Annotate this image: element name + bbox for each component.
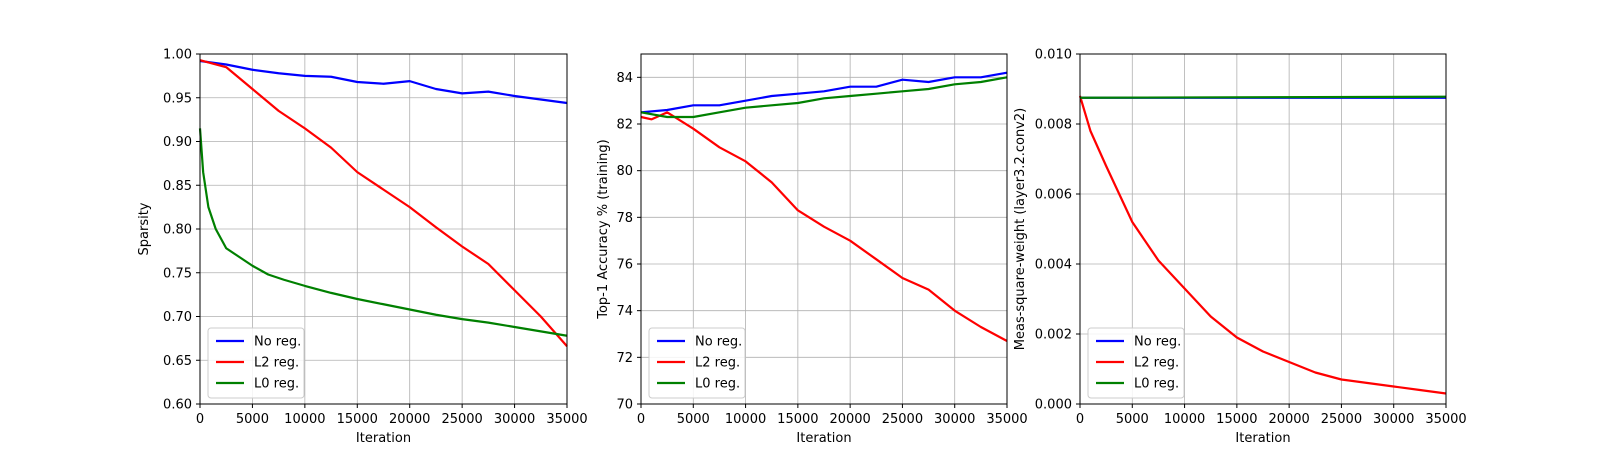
y-tick-label: 84	[616, 71, 633, 86]
chart-panel-2: 0 5000 10000 15000 20000 25000 30000 35000 70 72 7…	[596, 53, 1028, 446]
y-tick-label: 80	[616, 164, 633, 179]
y-tick-label: 0.80	[163, 223, 192, 238]
legend-label: L0 reg.	[1134, 377, 1179, 392]
x-tick-label: 15000	[1216, 412, 1257, 427]
x-tick-label: 25000	[882, 412, 923, 427]
series-line-l2-reg	[1078, 95, 1447, 395]
legend-label: L2 reg.	[254, 356, 299, 371]
x-tick-label: 35000	[546, 412, 587, 427]
legend-box	[207, 327, 305, 399]
y-tick-label: 0.002	[1035, 328, 1072, 343]
y-axis-label: Top-1 Accuracy % (training)	[596, 139, 611, 320]
x-tick-label: 25000	[441, 412, 482, 427]
x-tick-label: 35000	[1425, 412, 1466, 427]
y-tick-label: 72	[616, 351, 633, 366]
y-tick-label: 76	[616, 258, 633, 273]
y-tick-label: 0.75	[163, 266, 192, 281]
chart-panel-1: 0 5000 10000 15000 20000 25000 30000 35000 0.60 0…	[137, 48, 588, 447]
x-axis-label: Iteration	[356, 431, 411, 446]
y-tick-label: 0.006	[1035, 188, 1072, 203]
x-tick-label: 5000	[677, 412, 710, 427]
x-tick-label: 15000	[777, 412, 818, 427]
y-tick-label: 70	[616, 398, 633, 413]
y-tick-label: 0.000	[1035, 398, 1072, 413]
x-tick-label: 0	[196, 412, 204, 427]
x-tick-label: 10000	[284, 412, 325, 427]
x-tick-label: 35000	[986, 412, 1027, 427]
y-tick-label: 0.008	[1035, 118, 1072, 133]
x-tick-label: 10000	[725, 412, 766, 427]
y-tick-label: 78	[616, 211, 633, 226]
series-line-no-reg	[640, 71, 1008, 114]
y-tick-label: 0.95	[163, 91, 192, 106]
x-tick-label: 20000	[829, 412, 870, 427]
y-axis-label: Sparsity	[137, 202, 152, 255]
series-line-l2-reg	[199, 59, 568, 347]
x-tick-label: 30000	[494, 412, 535, 427]
x-tick-label: 0	[637, 412, 645, 427]
y-tick-label: 0.90	[163, 135, 192, 150]
x-tick-label: 20000	[1268, 412, 1309, 427]
chart-panel-3: 0 5000 10000 15000 20000 25000 30000 35000 0.000…	[1013, 48, 1467, 447]
x-tick-label: 20000	[389, 412, 430, 427]
y-tick-label: 0.65	[163, 354, 192, 369]
x-tick-label: 10000	[1164, 412, 1205, 427]
x-tick-label: 0	[1076, 412, 1084, 427]
legend-label: No reg.	[254, 335, 301, 350]
legend-box	[648, 327, 746, 399]
x-axis-label: Iteration	[1235, 431, 1290, 446]
x-tick-label: 25000	[1321, 412, 1362, 427]
legend-box	[1087, 327, 1185, 399]
legend: No reg. L2 reg. L0 reg.	[1087, 327, 1185, 399]
x-tick-label: 5000	[236, 412, 269, 427]
x-tick-label: 15000	[337, 412, 378, 427]
series-line-no-reg	[199, 59, 568, 105]
legend-label: L0 reg.	[254, 377, 299, 392]
legend-label: L0 reg.	[695, 377, 740, 392]
x-tick-label: 5000	[1116, 412, 1149, 427]
series-line-l0-reg	[1079, 95, 1447, 99]
y-tick-label: 82	[616, 118, 633, 133]
y-tick-label: 0.70	[163, 310, 192, 325]
y-tick-label: 0.85	[163, 179, 192, 194]
y-tick-label: 74	[616, 304, 633, 319]
legend-label: L2 reg.	[1134, 356, 1179, 371]
axes-frame	[640, 53, 1008, 405]
x-tick-label: 30000	[1373, 412, 1414, 427]
series-line-l0-reg	[640, 76, 1008, 119]
y-axis-label: Meas-square-weight (layer3.2.conv2)	[1013, 108, 1028, 350]
legend: No reg. L2 reg. L0 reg.	[207, 327, 305, 399]
legend-label: No reg.	[695, 335, 742, 350]
legend-label: No reg.	[1134, 335, 1181, 350]
series-line-l0-reg	[198, 128, 568, 337]
y-tick-label: 0.004	[1035, 258, 1072, 273]
legend-label: L2 reg.	[695, 356, 740, 371]
series-line-l2-reg	[640, 111, 1008, 342]
x-axis-label: Iteration	[796, 431, 851, 446]
legend: No reg. L2 reg. L0 reg.	[648, 327, 746, 399]
axes-frame	[1079, 53, 1447, 405]
x-tick-label: 30000	[934, 412, 975, 427]
y-tick-label: 0.010	[1035, 48, 1072, 63]
y-tick-label: 1.00	[163, 48, 192, 63]
y-tick-label: 0.60	[163, 398, 192, 413]
